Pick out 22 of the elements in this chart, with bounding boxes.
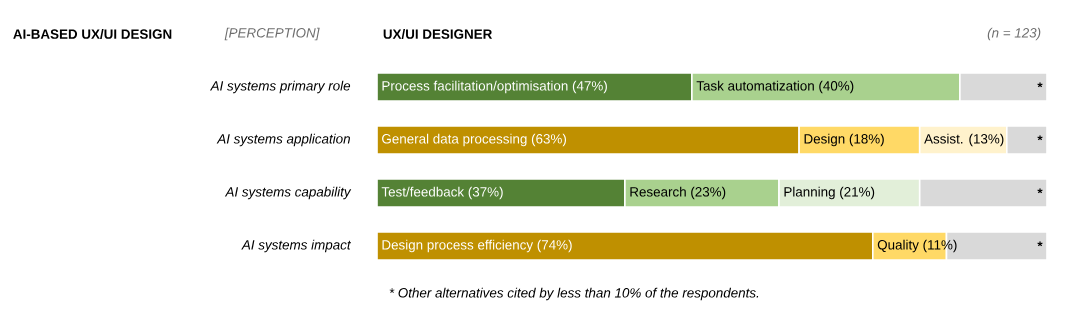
y-tick-label: AI systems capability [224, 186, 352, 200]
data-label: Research (23%) [630, 186, 726, 200]
text: UX/UI DESIGNER [383, 29, 493, 39]
data-label: Assist. (13%) [924, 133, 1004, 147]
data-label: Design process efficiency (74%) [382, 239, 572, 253]
chart-subtitle: [PERCEPTION] [224, 27, 320, 41]
text: (n = 123) [987, 27, 1041, 41]
data-label: Process facilitation/optimisation (47%) [382, 80, 607, 94]
data-label: Planning (21%) [784, 186, 875, 200]
data-label: * [1037, 82, 1043, 88]
text: * Other alternatives cited by less than 10% of the respondents. [389, 287, 759, 301]
data-label: * [1037, 241, 1043, 247]
data-label: * [1037, 135, 1043, 141]
data-label: Design (18%) [804, 133, 884, 147]
data-label: Test/feedback (37%) [381, 186, 503, 200]
y-tick-label: AI systems primary role [209, 80, 351, 94]
data-label: * [1037, 188, 1043, 194]
data-label: Task automatization (40%) [696, 80, 854, 94]
data-label: General data processing (63%) [382, 133, 567, 147]
y-tick-label: AI systems application [216, 133, 350, 147]
y-tick-label: AI systems impact [241, 239, 352, 253]
text: AI-BASED UX/UI DESIGN [13, 29, 172, 39]
